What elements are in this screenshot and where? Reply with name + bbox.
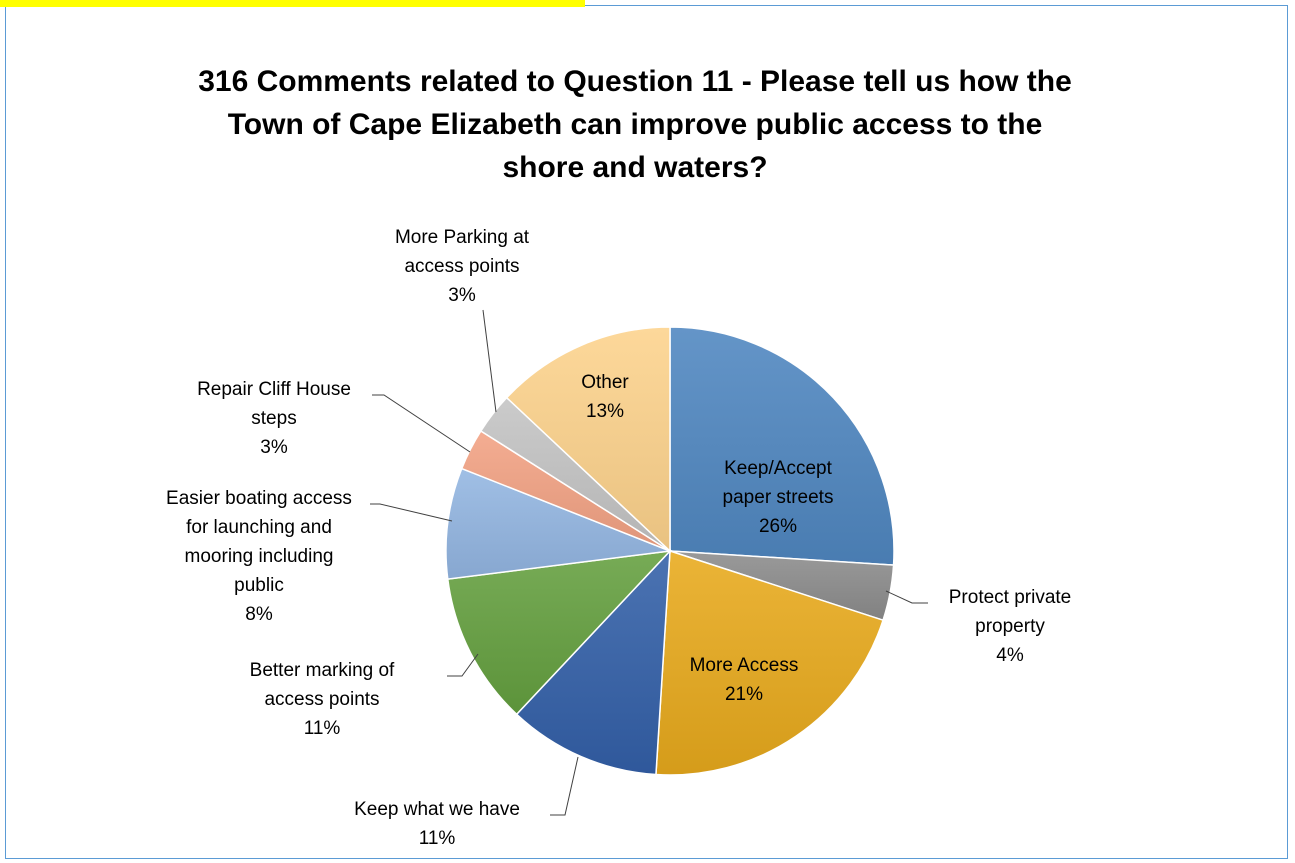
slice-label-line: Keep/Accept (724, 458, 832, 479)
leader-line (447, 653, 479, 677)
slice-label-line: for launching and (186, 517, 332, 538)
leader-line (482, 309, 497, 413)
slice-label-line: Keep what we have (354, 799, 520, 820)
slice-label-line: 3% (260, 437, 288, 458)
pie-slice (446, 549, 672, 716)
slice-label-line: 8% (245, 604, 273, 625)
slice-label-line: access points (264, 689, 379, 710)
slice-label-line: 4% (996, 645, 1024, 666)
slice-label-line: More Parking at (395, 227, 530, 248)
pie-slice (505, 326, 671, 553)
slice-label-line: property (975, 616, 1045, 637)
slice-label: Protect private property 4% (949, 587, 1072, 666)
slice-label: Repair Cliff House steps 3% (197, 379, 351, 458)
slice-label: Other 13% (581, 372, 629, 422)
leader-line (370, 503, 453, 522)
leader-line (372, 394, 471, 453)
pie-slice (655, 549, 884, 776)
pie-slice (445, 467, 671, 580)
slice-label-line: steps (251, 408, 296, 429)
slice-label-line: Better marking of (250, 660, 395, 681)
slice-label: Easier boating access for launching and mo… (166, 488, 352, 625)
slice-label: More Parking at access points 3% (395, 227, 530, 306)
slice-label-line: 13% (586, 401, 624, 422)
leader-line (550, 756, 579, 816)
slice-label-line: Repair Cliff House (197, 379, 351, 400)
slice-label-line: Protect private (949, 587, 1072, 608)
slice-label-line: mooring including (185, 546, 334, 567)
slice-label: Better marking of access points 11% (250, 660, 395, 739)
slice-label-line: public (234, 575, 284, 596)
slice-label-line: More Access (690, 655, 799, 676)
slice-label-line: 11% (419, 828, 456, 849)
slice-label-line: paper streets (723, 487, 834, 508)
slice-label-line: Easier boating access (166, 488, 352, 509)
slice-label-line: 3% (448, 285, 476, 306)
slice-label: Keep what we have 11% (354, 799, 520, 849)
highlight-strip (0, 0, 585, 7)
slice-label-line: 11% (304, 718, 341, 739)
pie-slice (669, 326, 895, 566)
slice-label-line: access points (404, 256, 519, 277)
slice-label: Keep/Accept paper streets 26% (723, 458, 834, 537)
chart-title: 316 Comments related to Question 11 - Pl… (198, 65, 1072, 184)
slice-label-line: 21% (725, 684, 763, 705)
slice-label-line: 26% (759, 516, 797, 537)
slice-label-line: Other (581, 372, 629, 393)
pie-slice (515, 548, 671, 776)
slice-label: More Access 21% (690, 655, 799, 705)
leader-line (885, 590, 928, 604)
